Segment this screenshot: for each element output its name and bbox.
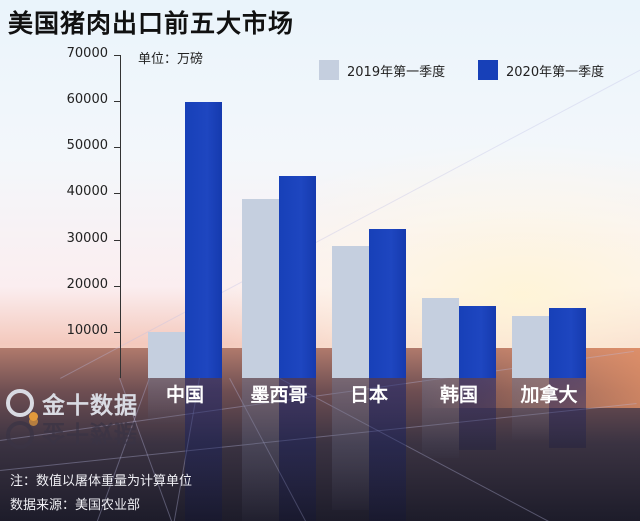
y-tick	[114, 239, 120, 241]
logo-text: 金十数据	[42, 393, 138, 419]
y-tick	[114, 193, 120, 195]
category-label: 墨西哥	[250, 384, 308, 406]
logo-reflection-icon	[6, 421, 34, 449]
y-tick-label: 60000	[66, 92, 108, 108]
legend-swatch-2020	[478, 60, 498, 80]
category-label: 中国	[165, 384, 204, 406]
legend-swatch-2019	[319, 60, 339, 80]
category-label: 加拿大	[520, 384, 578, 406]
bar-reflection	[422, 378, 459, 459]
bar-reflection	[459, 378, 496, 450]
bar-reflection	[512, 378, 549, 441]
bar-2020-3	[459, 306, 496, 378]
source-text: 数据来源：美国农业部	[10, 498, 141, 513]
y-tick	[114, 147, 120, 149]
category-label: 日本	[349, 384, 388, 406]
legend-item-2020: 2020年第一季度	[478, 60, 604, 80]
bar-2019-4	[512, 315, 549, 378]
legend-item-2019: 2019年第一季度	[319, 60, 445, 80]
y-tick-label: 30000	[66, 230, 108, 246]
bar-2020-2	[369, 229, 406, 378]
unit-label: 单位：万磅	[138, 52, 204, 67]
bar-2020-4	[549, 307, 586, 378]
bar-2019-0	[148, 331, 185, 378]
y-tick-label: 40000	[66, 184, 108, 200]
logo: 金十数据	[6, 386, 138, 421]
bar-reflection	[242, 378, 279, 521]
bar-reflection	[332, 378, 369, 510]
logo-icon	[6, 389, 38, 421]
bar-2020-1	[279, 176, 316, 378]
bar-reflection	[185, 378, 222, 521]
logo-reflection: 金十数据	[6, 418, 138, 452]
legend-label-2020: 2020年第一季度	[506, 64, 605, 80]
y-tick	[114, 55, 120, 56]
bar-reflection	[148, 378, 185, 425]
y-tick	[114, 285, 120, 287]
logo-reflection-text: 金十数据	[42, 419, 138, 445]
note-text: 注：数值以屠体重量为计算单位	[10, 474, 193, 489]
bar-2019-1	[242, 199, 279, 378]
y-tick	[114, 101, 120, 103]
category-label: 韩国	[439, 384, 478, 406]
bar-2019-2	[332, 246, 369, 378]
y-tick-label: 10000	[66, 322, 108, 338]
y-tick	[114, 331, 120, 333]
y-axis	[120, 55, 121, 378]
legend-label-2019: 2019年第一季度	[347, 64, 446, 80]
bar-reflection	[279, 378, 316, 521]
bar-reflection	[549, 378, 586, 449]
y-tick-label: 50000	[66, 138, 108, 154]
chart-title: 美国猪肉出口前五大市场	[8, 9, 295, 38]
bar-reflection	[369, 378, 406, 521]
y-tick-label: 70000	[66, 46, 108, 61]
bar-2020-0	[185, 102, 222, 378]
y-tick-label: 20000	[66, 276, 108, 292]
bar-2019-3	[422, 297, 459, 378]
